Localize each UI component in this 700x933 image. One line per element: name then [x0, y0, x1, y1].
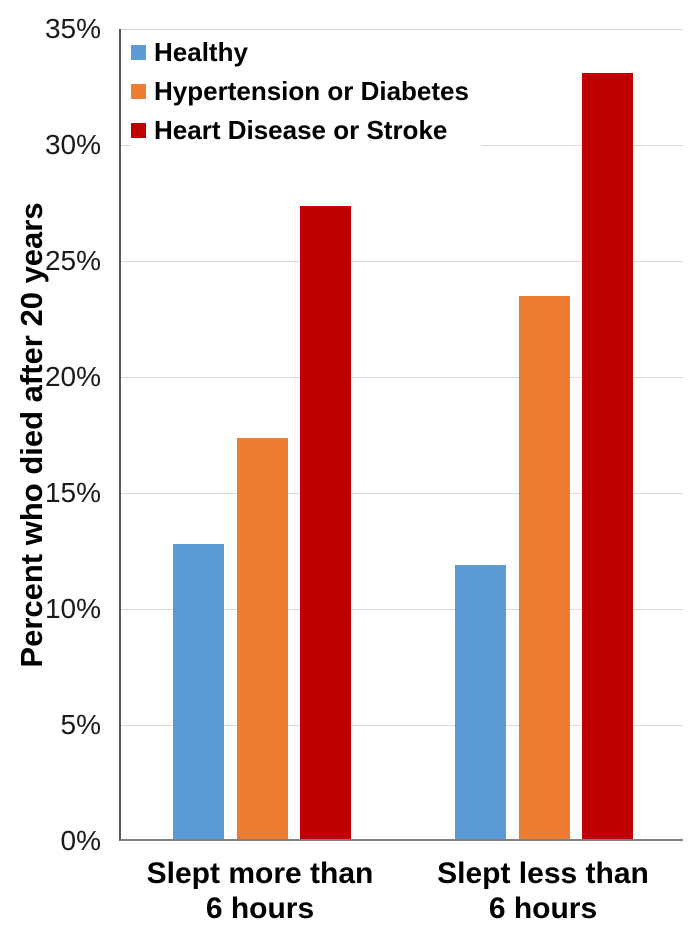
legend-swatch-heart-disease-or-stroke [131, 122, 146, 138]
bar-hypertension-or-diabetes-cat1 [518, 296, 570, 839]
y-tick-label: 0% [60, 825, 101, 856]
legend-label-heart-disease-or-stroke: Heart Disease or Stroke [154, 114, 448, 145]
legend-item-heart-disease-or-stroke: Heart Disease or Stroke [131, 115, 469, 145]
bar-hypertension-or-diabetes-cat0 [236, 437, 288, 839]
x-tick-label-slept-more: Slept more than 6 hours [146, 857, 374, 925]
x-tick-label-slept-less: Slept less than 6 hours [437, 857, 649, 925]
y-tick-label: 30% [44, 129, 101, 160]
gridline [121, 261, 683, 262]
y-tick-label: 5% [60, 709, 101, 740]
bar-healthy-cat0 [173, 544, 224, 839]
gridline [121, 725, 683, 726]
y-tick-label: 35% [44, 13, 101, 44]
legend-item-healthy: Healthy [131, 37, 469, 67]
legend-label-hypertension-or-diabetes: Hypertension or Diabetes [154, 75, 469, 106]
bar-heart-disease-or-stroke-cat0 [300, 205, 351, 839]
legend-swatch-healthy [131, 44, 146, 60]
gridline [121, 377, 683, 378]
legend-item-hypertension-or-diabetes: Hypertension or Diabetes [131, 76, 469, 106]
gridline [121, 609, 683, 610]
plot-area [119, 29, 683, 841]
y-axis-tick-labels: 0% 5% 10% 15% 20% 25% 30% 35% [0, 0, 101, 933]
y-tick-label: 15% [44, 477, 101, 508]
gridline [121, 493, 683, 494]
legend-label-healthy: Healthy [154, 36, 248, 67]
legend: Healthy Hypertension or Diabetes Heart D… [131, 35, 481, 147]
y-tick-label: 10% [44, 593, 101, 624]
bar-healthy-cat1 [455, 565, 506, 839]
bar-heart-disease-or-stroke-cat1 [582, 73, 633, 839]
legend-swatch-hypertension-or-diabetes [131, 83, 146, 99]
y-tick-label: 20% [44, 361, 101, 392]
y-tick-label: 25% [44, 245, 101, 276]
gridline [121, 29, 683, 30]
